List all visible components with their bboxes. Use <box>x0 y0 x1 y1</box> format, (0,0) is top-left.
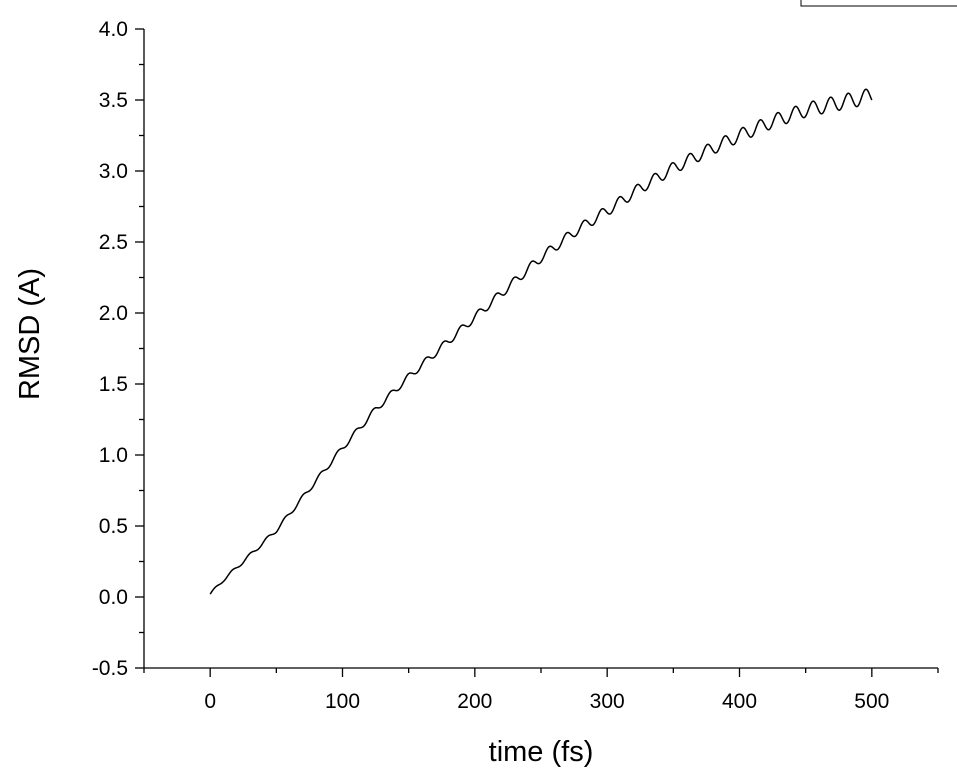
y-tick-label: 0.0 <box>99 586 128 609</box>
x-tick-label: 100 <box>325 690 360 713</box>
legend-box <box>800 0 957 7</box>
y-tick-label: 3.0 <box>99 160 128 183</box>
x-tick-label: 400 <box>722 690 757 713</box>
y-tick-label: 1.5 <box>99 373 128 396</box>
y-tick-label: 4.0 <box>99 18 128 41</box>
y-tick-label: 2.5 <box>99 231 128 254</box>
y-tick-label: 3.5 <box>99 89 128 112</box>
x-tick-label: 200 <box>457 690 492 713</box>
x-axis-title: time (fs) <box>489 736 594 768</box>
axes <box>143 29 938 669</box>
x-tick-label: 0 <box>204 690 216 713</box>
y-tick-label: -0.5 <box>92 657 128 680</box>
x-tick-label: 300 <box>590 690 625 713</box>
series-line-rmsd <box>209 88 873 595</box>
y-tick-label: 2.0 <box>99 302 128 325</box>
y-tick-label: 1.0 <box>99 444 128 467</box>
ticks <box>135 28 939 677</box>
x-tick-label: 500 <box>854 690 889 713</box>
y-tick-label: 0.5 <box>99 515 128 538</box>
y-axis-title: RMSD (A) <box>14 268 46 400</box>
y-tick-labels: -0.5 0.0 0.5 1.0 1.5 2.0 2.5 3.0 3.5 4.0 <box>92 18 128 680</box>
x-tick-labels: 0 100 200 300 400 500 <box>204 690 889 713</box>
